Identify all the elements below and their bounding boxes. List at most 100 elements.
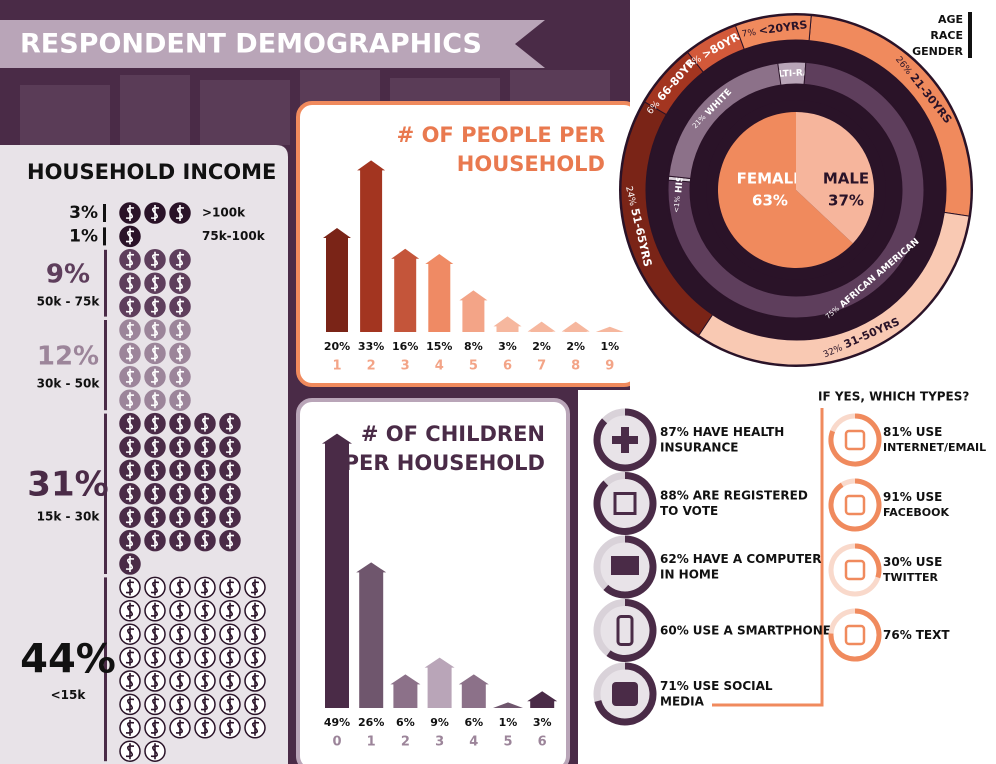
income-icons (119, 319, 191, 411)
connector (712, 408, 824, 707)
tech-value: 62% (660, 552, 689, 566)
category-label: 1 (367, 735, 376, 750)
tech-value: 87% (660, 425, 689, 439)
title-banner (0, 20, 545, 68)
social-label: 76% TEXT (883, 628, 950, 642)
category-label: 2 (367, 359, 376, 374)
dollar-glyph (125, 345, 135, 362)
tech-label: INSURANCE (660, 441, 738, 455)
dollar-glyph (200, 602, 210, 619)
progress-arc (593, 408, 657, 472)
icon-vote (613, 492, 637, 515)
value-label: 1% (499, 716, 518, 729)
social-text: TEXT (916, 628, 951, 642)
category-label: 1 (332, 359, 341, 374)
social-title: IF YES, WHICH TYPES? (818, 390, 969, 404)
value-label: 8% (464, 340, 483, 353)
dollar-glyph (175, 673, 185, 689)
dollar-glyph (175, 368, 185, 385)
social-text: USE (916, 555, 943, 569)
dollar-glyph (150, 392, 160, 409)
value-label: 6% (464, 716, 483, 729)
dollar-glyph (175, 392, 185, 409)
separator (104, 249, 107, 317)
income-icons (119, 202, 191, 224)
legend-label: RACE (930, 29, 963, 42)
social-value: 81% (883, 425, 912, 439)
income-panel (0, 145, 288, 764)
separator (103, 227, 106, 246)
dollar-glyph (225, 626, 235, 643)
dollar-glyph (150, 696, 160, 713)
gender-label: MALE (823, 170, 869, 188)
dollar-glyph (150, 602, 160, 619)
arrow-bar (459, 290, 488, 332)
arrow-bar (527, 321, 556, 332)
income-percent: 9% (46, 260, 90, 290)
social-text: USE (916, 490, 943, 504)
arrow-bar (390, 674, 421, 708)
dollar-glyph (250, 602, 260, 619)
dollar-glyph (125, 298, 135, 315)
social-value: 76% (883, 628, 912, 642)
dollar-glyph (125, 719, 135, 736)
dollar-glyph (200, 439, 210, 455)
dollar-glyph (225, 696, 235, 713)
category-label: 8 (571, 359, 580, 374)
social-label: 91% USE (883, 490, 942, 504)
icon-bg (600, 605, 650, 656)
separator (103, 204, 106, 222)
social-label: 81% USE (883, 425, 942, 439)
ring-segment (667, 61, 925, 319)
tech-label: 88% ARE REGISTERED (660, 488, 808, 502)
category-label: 4 (469, 735, 478, 750)
dollar-glyph (125, 275, 135, 292)
arrow-bar (357, 160, 386, 332)
dollar-glyph (225, 719, 235, 736)
dollar-glyph (125, 392, 135, 409)
dollar-glyph (125, 673, 135, 689)
dollar-glyph (150, 719, 160, 736)
social-value: 91% (883, 490, 912, 504)
income-percent: 31% (27, 464, 108, 504)
dollar-glyph (150, 462, 160, 479)
category-label: 2 (401, 735, 410, 750)
dollar-glyph (150, 251, 160, 268)
panel-title: # OF CHILDREN (361, 422, 545, 446)
icon-bg (829, 479, 881, 531)
dollar-glyph (150, 368, 160, 385)
dollar-glyph (250, 579, 260, 596)
arrow-bar (527, 691, 558, 708)
dollar-glyph (150, 439, 160, 455)
dollar-glyph (125, 649, 135, 666)
progress-arc (828, 413, 882, 467)
icon-computer (611, 556, 639, 575)
dollar-glyph (175, 205, 185, 221)
dollar-glyph (200, 579, 210, 596)
income-percent: 1% (69, 226, 98, 246)
dollar-glyph (125, 462, 135, 479)
separator (104, 320, 107, 411)
dollar-glyph (225, 649, 235, 666)
dollar-glyph (175, 532, 185, 549)
arrow-bar (391, 248, 420, 332)
dollar-glyph (150, 322, 160, 338)
arrow-bar (323, 228, 351, 332)
income-percent: 3% (69, 203, 98, 223)
separator (104, 577, 107, 762)
arrow-bar (425, 254, 454, 332)
icon-bg (829, 544, 881, 596)
dollar-glyph (150, 485, 160, 502)
income-range: 30k - 50k (37, 377, 101, 391)
tech-label: TO VOTE (660, 504, 718, 518)
tech-text: USE SOCIAL (693, 679, 773, 693)
gender-value: 63% (752, 192, 788, 210)
social-icon (844, 429, 866, 451)
dollar-glyph (150, 205, 160, 221)
value-label: 9% (430, 716, 449, 729)
dollar-glyph (125, 602, 135, 619)
dollar-glyph (225, 602, 235, 619)
dollar-glyph (200, 673, 210, 689)
social-label: FACEBOOK (883, 506, 949, 519)
